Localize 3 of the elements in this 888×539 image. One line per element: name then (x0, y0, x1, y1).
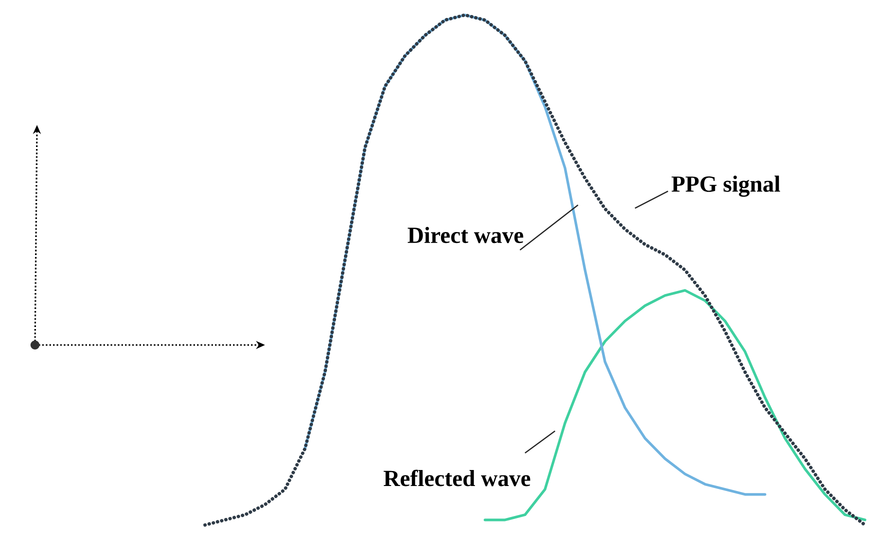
text: PPG signal (672, 176, 780, 197)
series-label: Reflected wave (384, 470, 530, 486)
text: Direct wave (408, 226, 524, 244)
